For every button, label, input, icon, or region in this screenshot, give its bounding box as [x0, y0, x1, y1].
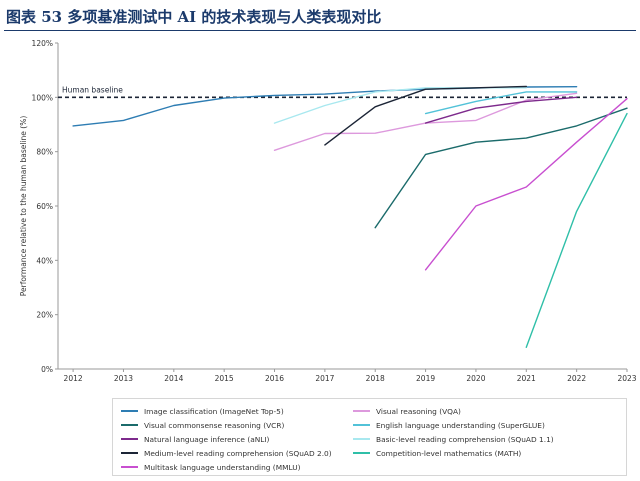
series-line-7: [324, 85, 527, 146]
legend-label: Visual commonsense reasoning (VCR): [144, 420, 285, 430]
series-line-4: [424, 91, 578, 115]
legend-item-anli: Natural language inference (aNLI): [121, 433, 269, 445]
x-tick-label: 2015: [215, 374, 234, 383]
y-tick-label: 20%: [36, 311, 53, 320]
legend-item-math: Competition-level mathematics (MATH): [353, 447, 521, 459]
y-tick-label: 80%: [36, 148, 53, 157]
x-tick-label: 2018: [366, 374, 385, 383]
x-tick-label: 2014: [164, 374, 183, 383]
y-tick-label: 100%: [32, 93, 53, 102]
legend-label: English language understanding (SuperGLU…: [376, 420, 545, 430]
series-line-5: [424, 96, 578, 124]
x-tick-label: 2017: [315, 374, 334, 383]
series-line-3: [374, 107, 628, 229]
x-tick-label: 2019: [416, 374, 435, 383]
line-chart: 0% 20% 40% 60% 80% 100% 120% 2012 2013 2014 2015 20…: [19, 39, 637, 383]
legend-swatch: [121, 438, 138, 440]
y-tick-label: 60%: [36, 202, 53, 211]
legend-swatch: [121, 410, 138, 412]
x-tick-label: 2022: [567, 374, 586, 383]
legend-swatch: [121, 452, 138, 454]
legend-label: Medium-level reading comprehension (SQuA…: [144, 448, 332, 458]
legend-swatch: [353, 424, 370, 426]
x-tick-label: 2020: [466, 374, 485, 383]
legend-swatch: [353, 410, 370, 412]
y-tick-label: 40%: [36, 256, 53, 265]
legend-swatch: [121, 466, 138, 468]
human-baseline-label: Human baseline: [62, 85, 123, 94]
legend-item-vqa: Visual reasoning (VQA): [353, 405, 461, 417]
legend-label: Natural language inference (aNLI): [144, 434, 270, 444]
series-line-6: [273, 87, 527, 124]
legend-item-mmlu: Multitask language understanding (MMLU): [121, 461, 300, 473]
series-line-1: [72, 85, 578, 127]
series-line-9: [424, 97, 628, 271]
x-tick-label: 2023: [617, 374, 636, 383]
y-tick-label: 120%: [32, 39, 53, 48]
series-line-8: [525, 112, 628, 348]
figure-title: 图表 53 多项基准测试中 AI 的技术表现与人类表现对比: [6, 8, 382, 26]
x-tick-label: 2012: [64, 374, 83, 383]
series-line-2: [273, 92, 578, 152]
chart-legend: Image classification (ImageNet Top-5) Vi…: [112, 398, 627, 476]
x-tick-label: 2021: [517, 374, 536, 383]
y-axis-label: Performance relative to the human baseli…: [19, 116, 28, 297]
y-tick-label: 0%: [41, 365, 53, 374]
legend-item-superglue: English language understanding (SuperGLU…: [353, 419, 545, 431]
legend-item-imagenet: Image classification (ImageNet Top-5): [121, 405, 284, 417]
x-tick-label: 2013: [114, 374, 133, 383]
x-tick-label: 2016: [265, 374, 284, 383]
legend-item-squad20: Medium-level reading comprehension (SQuA…: [121, 447, 332, 459]
legend-label: Multitask language understanding (MMLU): [144, 462, 301, 472]
legend-item-vcr: Visual commonsense reasoning (VCR): [121, 419, 284, 431]
legend-label: Image classification (ImageNet Top-5): [144, 406, 284, 416]
legend-label: Visual reasoning (VQA): [376, 406, 461, 416]
legend-label: Competition-level mathematics (MATH): [376, 448, 522, 458]
legend-swatch: [353, 438, 370, 440]
legend-label: Basic-level reading comprehension (SQuAD…: [376, 434, 554, 444]
title-rule: [4, 30, 636, 31]
legend-swatch: [121, 424, 138, 426]
legend-swatch: [353, 452, 370, 454]
legend-item-squad11: Basic-level reading comprehension (SQuAD…: [353, 433, 554, 445]
